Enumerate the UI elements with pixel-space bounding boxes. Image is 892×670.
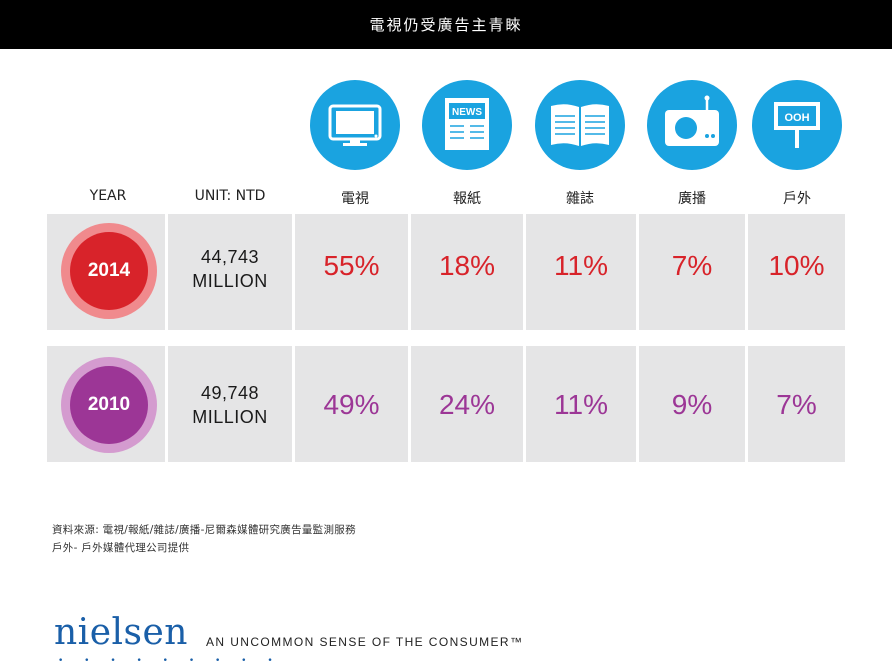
tagline: AN UNCOMMON SENSE OF THE CONSUMER™ [206,635,524,649]
pct-2014-radio: 7% [671,250,713,281]
logo-dots: • • • • • • • • • [58,656,282,666]
page-title: 電視仍受廣告主青睞 [0,0,892,49]
pct-2010-outdoor: 7% [776,389,817,420]
magazine-icon [535,80,625,170]
ooh-label: OOH [784,112,809,124]
row-2014-cell [639,214,745,330]
total-value-2010: 49,748 MILLION [168,381,292,429]
col-magazine: 雜誌 [566,191,594,207]
source-note-outdoor: 戶外- 戶外媒體代理公司提供 [52,542,190,554]
col-newspaper: 報紙 [453,191,481,207]
row-2014-cell [411,214,523,330]
total-amount: 49,748 [200,383,260,403]
pct-2010-tv: 49% [323,389,380,420]
row-2010-cell [748,346,845,462]
pct-2014-newspaper: 18% [438,250,496,281]
row-2014-unit-cell [168,214,292,330]
pct-2014-outdoor: 10% [768,250,825,281]
pct-2010-newspaper: 24% [438,389,496,420]
radio-icon [647,80,737,170]
total-unit: MILLION [192,407,268,427]
pct-2014-magazine: 11% [554,250,608,281]
pct-2010-magazine: 11% [554,389,608,420]
row-2014-cell [526,214,636,330]
news-label: NEWS [452,107,482,118]
total-value-2014: 44,743 MILLION [168,245,292,293]
col-tv: 電視 [341,191,369,207]
year-badge-label: 2010 [70,366,148,444]
row-2010-cell [411,346,523,462]
newspaper-icon: NEWS [422,80,512,170]
col-outdoor: 戶外 [783,191,811,207]
pct-2014-tv: 55% [323,250,380,281]
row-2010-cell [639,346,745,462]
row-2010-cell [526,346,636,462]
total-unit: MILLION [192,271,268,291]
year-badge-2010: 2010 [61,357,157,453]
col-unit: UNIT: NTD [194,188,266,204]
col-year: YEAR [89,188,127,204]
nielsen-logo: nielsen [54,612,188,653]
total-amount: 44,743 [200,247,260,267]
row-2010-cell [295,346,408,462]
source-note: 資料來源: 電視/報紙/雜誌/廣播-尼爾森媒體研究廣告量監測服務 [52,524,356,536]
row-2014-cell [295,214,408,330]
billboard-icon: OOH [752,80,842,170]
year-badge-label: 2014 [70,232,148,310]
pct-2010-radio: 9% [671,389,713,420]
col-radio: 廣播 [678,191,706,207]
year-badge-2014: 2014 [61,223,157,319]
row-2010-unit-cell [168,346,292,462]
row-2014-cell [748,214,845,330]
tv-icon [310,80,400,170]
